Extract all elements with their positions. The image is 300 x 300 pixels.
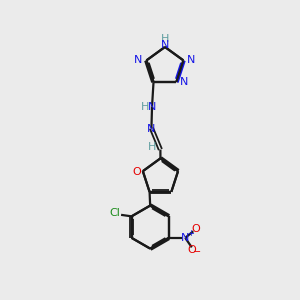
Text: N: N [148,102,156,112]
Text: O: O [132,167,141,177]
Text: H: H [148,142,157,152]
Text: N: N [181,233,189,243]
Text: N: N [187,56,195,65]
Text: Cl: Cl [110,208,121,218]
Text: +: + [187,229,194,238]
Text: N: N [147,124,156,134]
Text: −: − [193,247,201,257]
Text: O: O [188,245,196,255]
Text: H: H [161,34,169,44]
Text: H: H [141,102,150,112]
Text: N: N [161,40,169,50]
Text: N: N [180,77,188,87]
Text: O: O [191,224,200,235]
Text: N: N [134,56,142,65]
